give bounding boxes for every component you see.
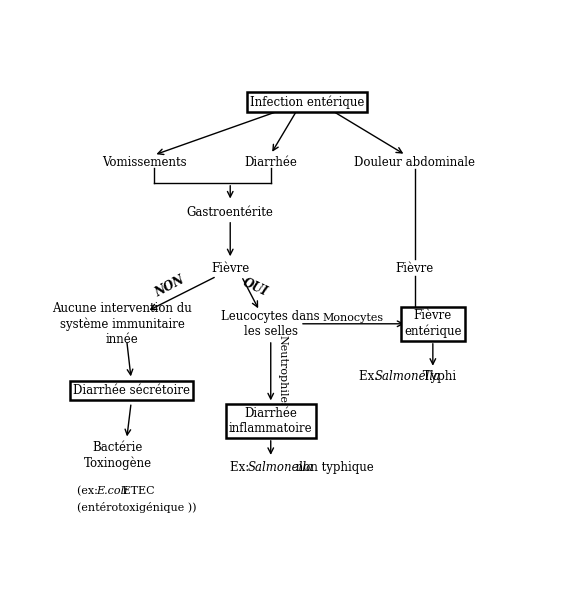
- Text: Bactérie
Toxinogène: Bactérie Toxinogène: [84, 441, 152, 470]
- Text: non typhique: non typhique: [292, 461, 374, 473]
- Text: Diarrhée sécrétoire: Diarrhée sécrétoire: [73, 384, 189, 397]
- Text: Monocytes: Monocytes: [322, 313, 383, 323]
- Text: Typhi: Typhi: [419, 370, 457, 383]
- Text: Vomissements: Vomissements: [102, 155, 187, 169]
- Text: Fièvre
entérique: Fièvre entérique: [404, 310, 461, 338]
- Text: Neutrophiles: Neutrophiles: [278, 335, 288, 409]
- Text: Aucune intervention du
système immunitaire
innée: Aucune intervention du système immunitai…: [52, 302, 192, 346]
- Text: E.coli: E.coli: [96, 487, 128, 496]
- Text: (entérotoxigénique )): (entérotoxigénique )): [77, 502, 196, 513]
- Text: Fièvre: Fièvre: [396, 262, 434, 275]
- Text: Douleur abdominale: Douleur abdominale: [354, 155, 475, 169]
- Text: Salmonella: Salmonella: [374, 370, 440, 383]
- Text: NON: NON: [152, 274, 187, 300]
- Text: Ex:: Ex:: [230, 461, 253, 473]
- Text: Gastroentérite: Gastroentérite: [187, 206, 274, 220]
- Text: Diarrhée: Diarrhée: [244, 155, 297, 169]
- Text: Diarrhée
inflammatoire: Diarrhée inflammatoire: [229, 407, 313, 435]
- Text: (ex:: (ex:: [77, 487, 102, 497]
- Text: Leucocytes dans
les selles: Leucocytes dans les selles: [221, 310, 320, 338]
- Text: ETEC: ETEC: [119, 487, 155, 496]
- Text: Ex.: Ex.: [358, 370, 381, 383]
- Text: Salmonella: Salmonella: [248, 461, 314, 473]
- Text: Fièvre: Fièvre: [211, 262, 249, 275]
- Text: Infection entérique: Infection entérique: [250, 95, 364, 109]
- Text: OUI: OUI: [241, 275, 270, 298]
